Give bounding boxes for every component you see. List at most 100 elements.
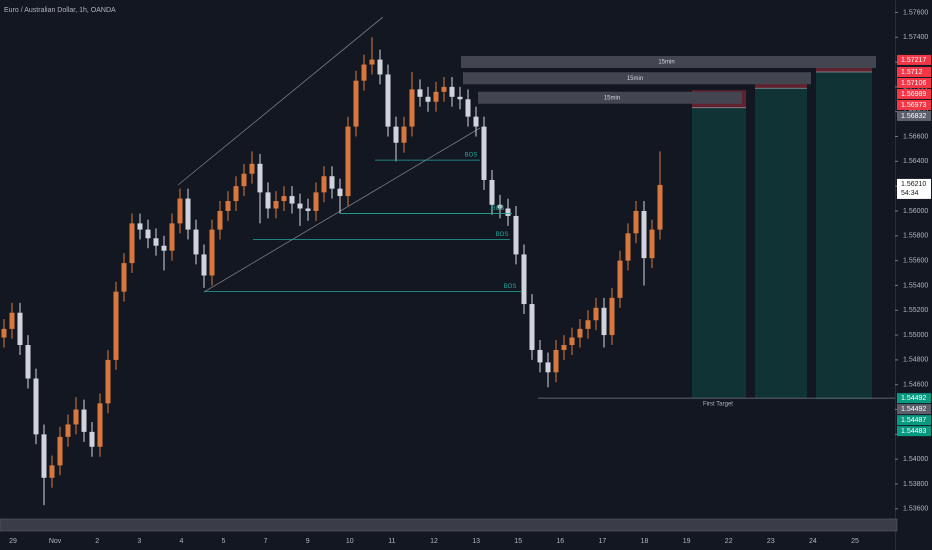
candle-body [25,345,31,379]
target-zone [692,107,746,399]
x-tick-label: 23 [767,538,775,545]
candle-body [225,201,231,211]
candle-body [193,229,199,255]
candle-body [585,320,591,329]
candle-body [657,184,663,230]
candle-body [329,176,335,189]
candle-body [545,362,551,373]
candle-body [97,403,103,447]
x-tick-label: 22 [725,538,733,545]
candle-body [641,210,647,259]
candle-body [369,59,375,65]
target-zone [816,71,872,400]
price-label-box [897,110,931,121]
candle-body [121,263,127,292]
y-tick-label: 1.55600 [903,257,928,264]
y-tick-label: 1.56400 [903,158,928,165]
candle-body [57,436,63,466]
price-label-box [897,66,931,77]
candle-body [561,345,567,350]
x-tick-label: 4 [179,538,183,545]
scrollbar[interactable] [0,518,898,532]
candle-body [361,64,367,81]
candle-body [385,74,391,127]
x-tick-label: 10 [346,538,354,545]
price-label: 1.5712 [901,69,923,76]
candle-body [521,254,527,305]
price-label: 1.54487 [901,417,926,424]
candle-body [609,297,615,336]
price-label: 1.56973 [901,102,926,109]
candle-body [153,238,159,246]
candle-body [113,291,119,360]
price-label: 1.56989 [901,91,926,98]
candle-body [409,89,415,127]
x-tick-label: Nov [49,538,62,545]
current-price-box [897,178,931,199]
candle-body [417,89,423,97]
chart-title: Euro / Australian Dollar, 1h, OANDA [4,7,116,14]
candle-body [345,126,351,197]
candle-body [209,229,215,276]
price-label: 1.56832 [901,113,926,120]
current-price-label: 1.56210 [901,181,926,188]
x-tick-label: 7 [264,538,268,545]
trendline-lower [203,127,481,293]
candle-body [17,312,23,346]
timeframe-label: 15min [604,95,620,101]
candle-body [457,96,463,100]
x-tick-label: 12 [430,538,438,545]
target-zone [755,88,807,399]
y-tick-label: 1.55000 [903,332,928,339]
y-tick-label: 1.55800 [903,233,928,240]
price-label: 1.57217 [901,57,926,64]
candle-body [569,337,575,346]
candle-body [33,378,39,435]
y-tick-label: 1.55400 [903,282,928,289]
candle-body [497,204,503,209]
candle-body [513,215,519,255]
candle-body [617,260,623,298]
x-tick-label: 25 [851,538,859,545]
candle-body [89,431,95,447]
y-tick-label: 1.57600 [903,9,928,16]
x-tick-label: 24 [809,538,817,545]
y-tick-label: 1.56600 [903,133,928,140]
candle-body [217,210,223,230]
candle-body [185,198,191,230]
candle-body [169,223,175,251]
price-label: 1.54492 [901,395,926,402]
candle-body [377,59,383,75]
candle-body [481,126,487,180]
x-tick-label: 16 [556,538,564,545]
first-target-label: First Target [703,402,733,408]
trendline-upper [177,16,384,186]
candle-body [9,312,15,329]
bos-label: BOS [504,284,517,290]
y-tick-label: 1.54800 [903,357,928,364]
price-label: 1.54483 [901,428,926,435]
x-tick-label: 19 [683,538,691,545]
candle-body [73,409,79,425]
candle-body [577,328,583,338]
candle-body [273,201,279,209]
candle-body [433,91,439,102]
candle-body [177,198,183,224]
price-label: 1.57106 [901,80,926,87]
y-tick-label: 1.57400 [903,34,928,41]
timeframe-label: 15min [658,60,674,66]
timeframe-bar [463,72,811,85]
bos-label: BOS [492,206,505,212]
candle-body [601,307,607,336]
timeframe-label: 15min [627,76,643,82]
candle-body [49,465,55,478]
candle-body [353,80,359,127]
candle-body [313,192,319,211]
candle-body [449,86,455,97]
x-tick-label: 2 [95,538,99,545]
price-label: 1.54492 [901,406,926,413]
y-tick-label: 1.54600 [903,382,928,389]
candle-body [161,245,167,251]
price-label-box [897,99,931,110]
